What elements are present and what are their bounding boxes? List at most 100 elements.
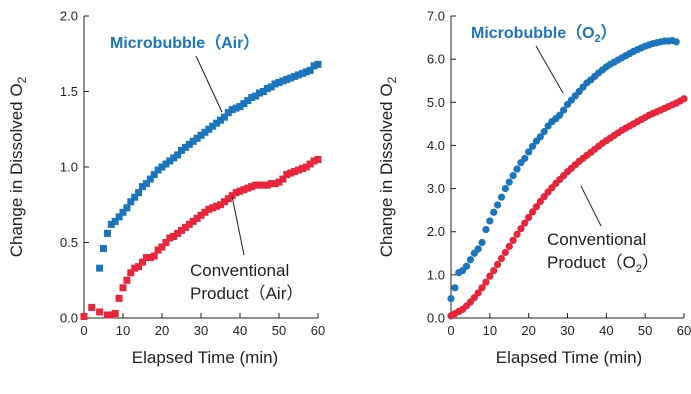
y-axis-label-subscript: 2 [385,76,399,83]
data-point [536,197,544,206]
data-point [150,171,158,179]
y-tick-label: 6.0 [427,52,445,67]
series-2 [447,95,688,320]
x-tick-label: 60 [311,323,325,338]
data-point [263,84,271,92]
annotation-text: Product [190,284,249,303]
data-point [314,155,322,163]
annotation-text: Conventional [190,261,289,280]
data-point [259,181,267,189]
data-point [220,113,228,121]
series-2 [80,155,322,320]
data-point [217,116,224,124]
data-point [474,289,482,297]
data-point [139,183,146,191]
data-point [517,225,525,233]
data-point [154,166,162,174]
annotation-paren-close: ） [642,253,659,272]
data-point [131,264,139,272]
data-point [509,172,517,180]
data-point [447,294,455,303]
data-point [174,229,182,237]
data-point [271,180,279,188]
data-point [505,178,513,186]
data-point [205,205,213,213]
data-point [185,220,193,228]
x-tick-label: 10 [483,323,497,338]
data-point [494,260,502,269]
data-point [197,211,205,219]
data-point [466,256,475,264]
data-point [127,198,135,206]
y-tick-label: 0.0 [60,311,78,326]
data-point [672,38,680,46]
data-point [505,242,513,250]
y-axis-label-text: Change in Dissolved O [377,83,396,257]
data-point [228,192,236,200]
data-point [295,71,302,79]
data-point [115,294,123,302]
data-point [189,137,197,145]
data-point [162,239,170,246]
data-point [486,217,494,225]
data-point [240,186,248,194]
y-tick-label: 1.5 [60,84,78,99]
data-point [244,184,252,192]
data-point [119,208,127,216]
data-point [103,311,111,319]
data-point [224,195,232,203]
data-point [556,111,564,119]
annotation-text: Product [547,253,606,272]
data-point [174,151,182,159]
data-point [123,276,131,284]
data-point [291,72,299,80]
y-tick-label: 0.5 [60,235,78,250]
data-point [240,100,248,108]
x-tick-label: 40 [599,323,613,338]
data-point [131,193,139,201]
data-point [470,294,478,302]
data-point [178,146,185,154]
data-point [193,214,201,222]
data-point [209,122,217,130]
data-point [217,201,224,209]
data-point [158,243,166,251]
data-point [158,163,166,171]
y-tick-label: 3.0 [427,181,445,196]
data-point [680,95,688,103]
data-point [474,245,482,253]
data-point [540,193,548,201]
data-point [536,133,544,141]
data-point [478,238,486,247]
data-point [111,217,119,225]
data-point [178,226,185,234]
data-point [127,269,135,277]
data-point [96,308,104,316]
series-annotation: Microbubble（Air） [110,34,259,52]
data-point [501,248,509,257]
x-tick-label: 0 [447,323,454,338]
annotation-leader-line [231,195,245,256]
data-point [88,303,96,311]
data-point [119,284,127,292]
data-point [252,92,260,100]
data-point [513,165,521,173]
data-point [287,74,295,82]
data-point [267,180,275,188]
data-point [100,245,107,253]
data-point [107,311,115,319]
annotation-paren: （Air [205,34,243,52]
data-point [150,252,158,260]
y-tick-label: 5.0 [427,95,445,110]
data-point [256,89,263,97]
annotation-subscript: 2 [636,263,642,275]
data-point [283,75,291,83]
data-point [213,202,221,210]
data-point [287,169,295,177]
data-point [103,229,111,237]
data-point [146,175,154,183]
data-point [236,103,244,111]
data-point [201,208,209,216]
x-tick-label: 30 [560,323,574,338]
data-point [509,236,517,244]
